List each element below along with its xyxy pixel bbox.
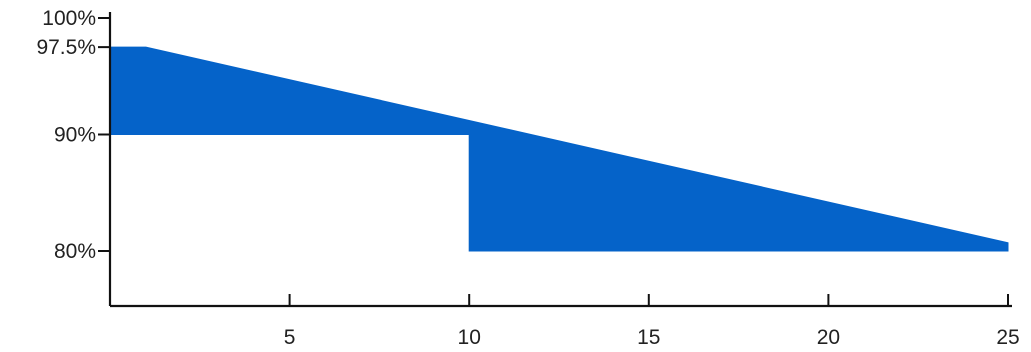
- x-tick-label: 25: [996, 326, 1019, 349]
- area-layer: [109, 46, 1009, 252]
- x-tick-label: 15: [637, 326, 660, 349]
- x-tick-label: 5: [284, 326, 296, 349]
- y-tick-label: 100%: [42, 7, 96, 30]
- x-ticks: 5 10 15 20 25: [284, 294, 1020, 349]
- y-ticks: 100% 97.5% 90% 80%: [36, 7, 110, 263]
- axis-layer: [108, 12, 1012, 308]
- x-tick-label: 20: [817, 326, 840, 349]
- y-tick-label: 97.5%: [36, 36, 96, 59]
- y-tick-label: 80%: [54, 240, 96, 263]
- y-tick-label: 90%: [54, 124, 96, 147]
- warranty-band-area-0: [109, 46, 1009, 252]
- x-tick-label: 10: [458, 326, 481, 349]
